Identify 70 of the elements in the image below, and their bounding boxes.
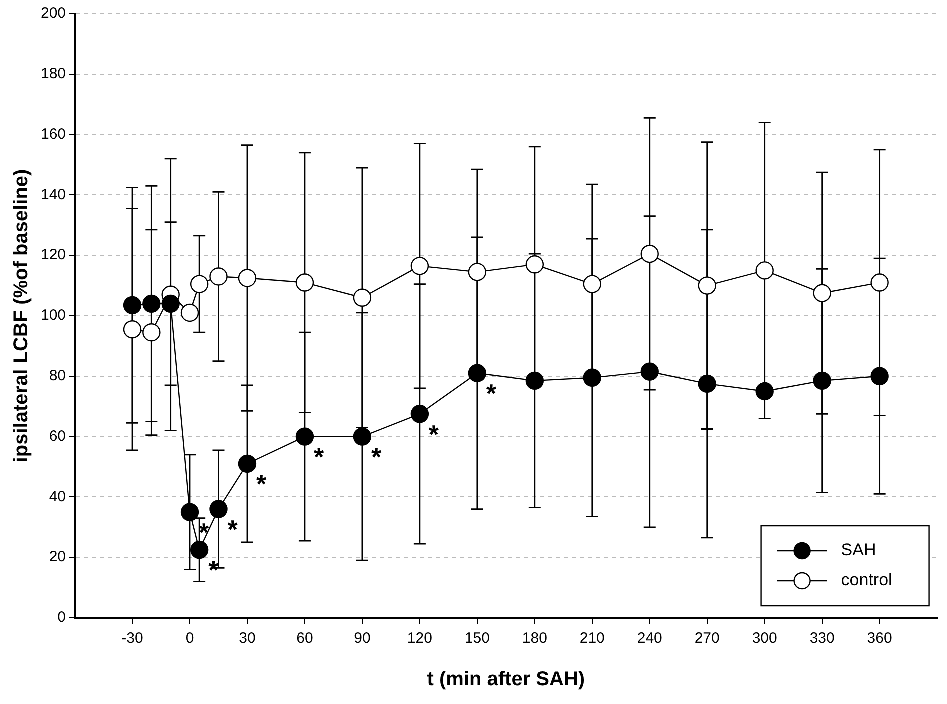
x-tick-label: 180 xyxy=(522,630,548,648)
point xyxy=(162,294,180,314)
point xyxy=(410,405,430,424)
point xyxy=(468,263,487,282)
y-tick-label: 80 xyxy=(49,368,66,385)
x-tick-label: 300 xyxy=(752,630,778,648)
y-tick-label: 20 xyxy=(49,548,66,566)
y-tick-label: 140 xyxy=(40,186,66,204)
annotation: * xyxy=(371,442,382,472)
point xyxy=(123,320,142,339)
point xyxy=(640,244,659,264)
point xyxy=(210,500,228,518)
x-tick-label: -30 xyxy=(122,630,144,648)
annotation: * xyxy=(486,378,498,409)
x-tick-label: 90 xyxy=(354,630,371,648)
point xyxy=(756,382,774,401)
point xyxy=(238,269,257,288)
x-tick-label: 270 xyxy=(694,630,720,648)
y-tick-label: 200 xyxy=(40,5,66,22)
y-tick-label: 120 xyxy=(40,246,66,264)
annotation: * xyxy=(314,442,325,472)
x-axis-title: t (min after SAH) xyxy=(427,668,586,691)
point xyxy=(142,294,161,314)
x-tick-label: 60 xyxy=(296,630,314,648)
point xyxy=(353,428,372,446)
x-tick-label: 0 xyxy=(186,630,194,648)
y-axis-title: ipsilateral LCBF (%of baseline) xyxy=(10,169,33,463)
point xyxy=(142,324,161,342)
point xyxy=(296,274,314,292)
point xyxy=(813,284,832,302)
annotation: * xyxy=(428,419,440,450)
annotation: * xyxy=(256,469,268,500)
point xyxy=(190,275,209,294)
point xyxy=(756,262,774,280)
x-tick-label: 240 xyxy=(637,630,662,648)
point xyxy=(180,304,200,322)
point xyxy=(526,372,544,390)
annotation: * xyxy=(228,514,239,544)
point xyxy=(698,374,716,394)
point xyxy=(583,368,602,388)
point xyxy=(526,256,544,274)
y-tick-label: 60 xyxy=(49,428,66,445)
point xyxy=(180,503,200,522)
point xyxy=(583,275,602,294)
legend-label: SAH xyxy=(841,540,876,560)
point xyxy=(296,428,314,446)
x-tick-label: 360 xyxy=(867,630,892,648)
x-tick-label: 120 xyxy=(407,630,432,648)
point xyxy=(640,362,659,381)
point xyxy=(468,364,487,382)
point xyxy=(238,454,257,474)
y-tick-label: 100 xyxy=(40,307,66,324)
point xyxy=(813,372,832,390)
x-tick-label: 210 xyxy=(580,630,605,648)
point xyxy=(353,288,372,307)
point xyxy=(210,268,228,286)
y-tick-label: 180 xyxy=(40,66,66,83)
x-tick-label: 30 xyxy=(239,630,256,648)
point xyxy=(698,276,716,295)
legend-label: control xyxy=(841,570,892,590)
y-tick-label: 40 xyxy=(49,488,66,506)
point xyxy=(870,274,889,292)
x-tick-label: 330 xyxy=(810,630,835,648)
y-tick-label: 160 xyxy=(40,126,66,143)
point xyxy=(190,540,209,560)
point xyxy=(870,367,889,386)
x-tick-label: 150 xyxy=(464,630,490,648)
point xyxy=(123,296,142,315)
y-tick-label: 0 xyxy=(58,609,66,626)
point xyxy=(410,257,430,276)
